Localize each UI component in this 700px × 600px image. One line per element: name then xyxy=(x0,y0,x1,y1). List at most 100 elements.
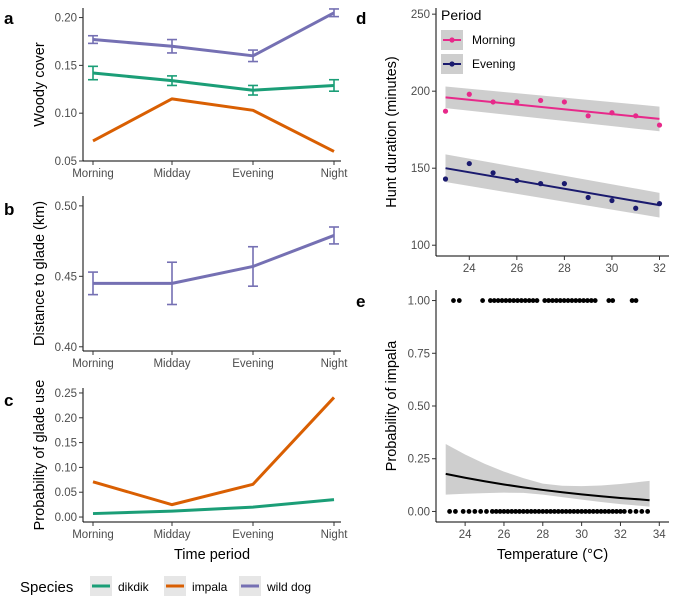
series-line-impala xyxy=(92,396,336,507)
data-point-zero xyxy=(594,509,600,514)
y-tick-label: 0.15 xyxy=(55,438,77,450)
data-point-zero xyxy=(559,509,565,514)
data-point-zero xyxy=(472,509,478,514)
legend-title: Species xyxy=(20,579,73,596)
data-point-one xyxy=(511,298,517,303)
y-tick-label: 0.10 xyxy=(55,108,77,120)
data-point-zero xyxy=(583,509,588,514)
data-point-zero xyxy=(614,509,619,514)
data-point-evening xyxy=(538,181,544,187)
data-point-one xyxy=(557,298,563,303)
data-point-one xyxy=(499,298,505,303)
y-tick-label: 0.00 xyxy=(55,512,77,524)
data-point-one xyxy=(592,298,598,303)
data-point-one xyxy=(530,298,536,303)
panel-letter-e: e xyxy=(356,292,365,311)
data-point-zero xyxy=(571,509,577,514)
data-point-one xyxy=(581,298,586,303)
y-tick-label: 1.00 xyxy=(408,296,430,308)
data-point-one xyxy=(569,298,575,303)
data-point-zero xyxy=(466,509,472,514)
data-point-evening xyxy=(585,194,591,201)
data-point-one xyxy=(550,298,555,303)
x-axis-label: Time period xyxy=(174,547,250,563)
data-point-zero xyxy=(544,509,550,514)
data-point-zero xyxy=(610,509,616,514)
x-tick-label: 30 xyxy=(575,529,588,541)
y-axis-label: Distance to glade (km) xyxy=(32,201,48,346)
data-point-zero xyxy=(524,509,530,514)
data-point-zero xyxy=(509,509,515,514)
data-point-morning xyxy=(633,113,639,119)
y-tick-label: 0.05 xyxy=(55,487,77,499)
x-tick-label: 24 xyxy=(459,529,472,541)
data-point-morning xyxy=(538,97,544,104)
data-point-zero xyxy=(532,509,538,514)
data-point-one xyxy=(456,298,462,303)
data-point-zero xyxy=(555,509,561,514)
data-point-one xyxy=(610,298,616,303)
data-point-one xyxy=(491,298,497,303)
y-tick-label: 0.05 xyxy=(55,156,77,168)
data-point-zero xyxy=(606,509,612,514)
y-axis-label: Hunt duration (minutes) xyxy=(384,56,400,208)
data-point-morning xyxy=(561,99,567,105)
data-point-evening xyxy=(490,170,496,176)
data-point-one xyxy=(503,298,509,303)
series-line-dikdik xyxy=(92,71,335,92)
data-point-zero xyxy=(598,509,604,514)
x-tick-label: 30 xyxy=(606,263,619,275)
x-tick-label: 24 xyxy=(463,263,476,275)
data-point-evening xyxy=(609,197,615,204)
y-tick-label: 0.00 xyxy=(408,506,430,518)
data-point-zero xyxy=(579,509,585,514)
data-point-zero xyxy=(489,509,495,514)
fit-line-morning xyxy=(445,96,660,120)
data-point-zero xyxy=(540,509,546,514)
data-point-zero xyxy=(453,509,458,514)
x-tick-label: Evening xyxy=(232,168,274,180)
data-point-one xyxy=(534,298,540,303)
data-point-evening xyxy=(656,201,663,207)
x-tick-label: Midday xyxy=(153,168,190,180)
data-point-one xyxy=(495,298,501,303)
y-tick-label: 0.40 xyxy=(55,342,77,354)
y-tick-label: 0.20 xyxy=(55,413,77,425)
data-point-zero xyxy=(639,509,645,514)
x-tick-label: Evening xyxy=(232,358,274,370)
y-axis-label: Probability of glade use xyxy=(32,380,48,531)
data-point-zero xyxy=(621,509,627,514)
data-point-morning xyxy=(585,113,591,119)
y-tick-label: 0.25 xyxy=(55,388,77,400)
y-tick-label: 250 xyxy=(411,9,430,21)
data-point-zero xyxy=(528,509,534,514)
data-point-zero xyxy=(575,509,581,514)
data-point-zero xyxy=(602,509,608,514)
x-tick-label: Midday xyxy=(153,358,190,370)
x-tick-label: 26 xyxy=(498,529,511,541)
y-tick-label: 100 xyxy=(411,240,430,252)
series-line-impala xyxy=(92,97,335,153)
data-point-morning xyxy=(442,108,449,114)
data-point-one xyxy=(480,298,485,303)
data-point-one xyxy=(507,298,513,303)
x-tick-label: Morning xyxy=(72,529,114,541)
data-point-zero xyxy=(645,509,651,514)
panel-letter-d: d xyxy=(356,9,366,28)
panel-letter-a: a xyxy=(4,9,14,28)
data-point-zero xyxy=(501,509,507,514)
panel-letter-b: b xyxy=(4,200,14,219)
data-point-zero xyxy=(478,509,484,514)
data-point-one xyxy=(542,298,548,303)
x-axis-label: Temperature (°C) xyxy=(497,547,608,563)
y-axis-label: Probability of impala xyxy=(384,340,400,471)
data-point-morning xyxy=(609,110,615,116)
series-line-wilddog xyxy=(92,11,335,58)
data-point-zero xyxy=(563,509,569,514)
data-point-one xyxy=(629,298,635,303)
data-point-evening xyxy=(442,176,449,182)
y-tick-label: 0.25 xyxy=(408,454,430,466)
data-point-zero xyxy=(493,509,499,514)
data-point-zero xyxy=(548,509,553,514)
